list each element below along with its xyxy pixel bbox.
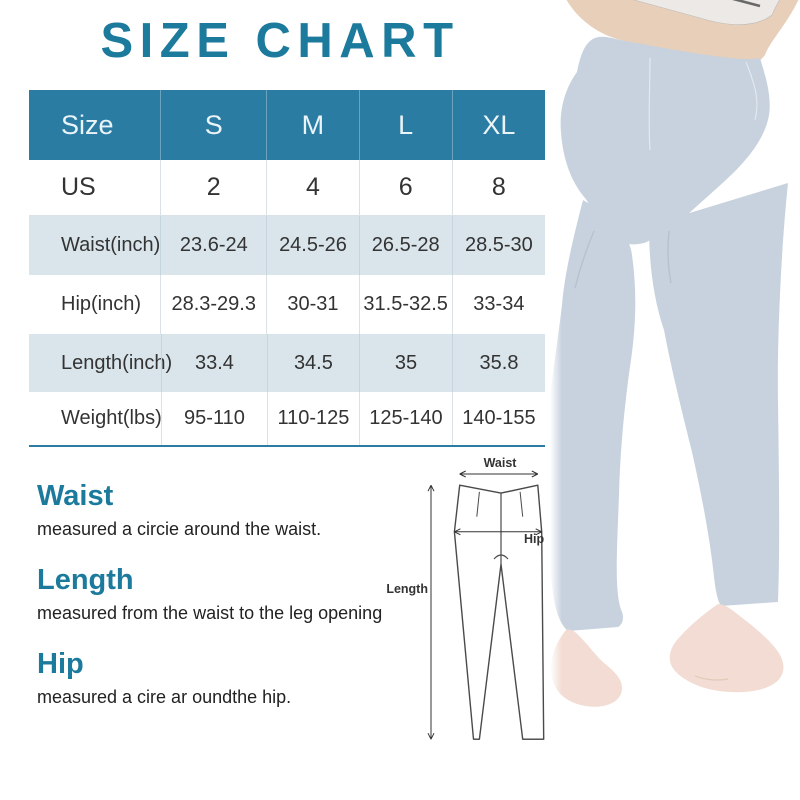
svg-text:Hip: Hip — [524, 532, 545, 546]
svg-text:Length: Length — [386, 582, 428, 596]
svg-text:Waist: Waist — [484, 456, 518, 470]
